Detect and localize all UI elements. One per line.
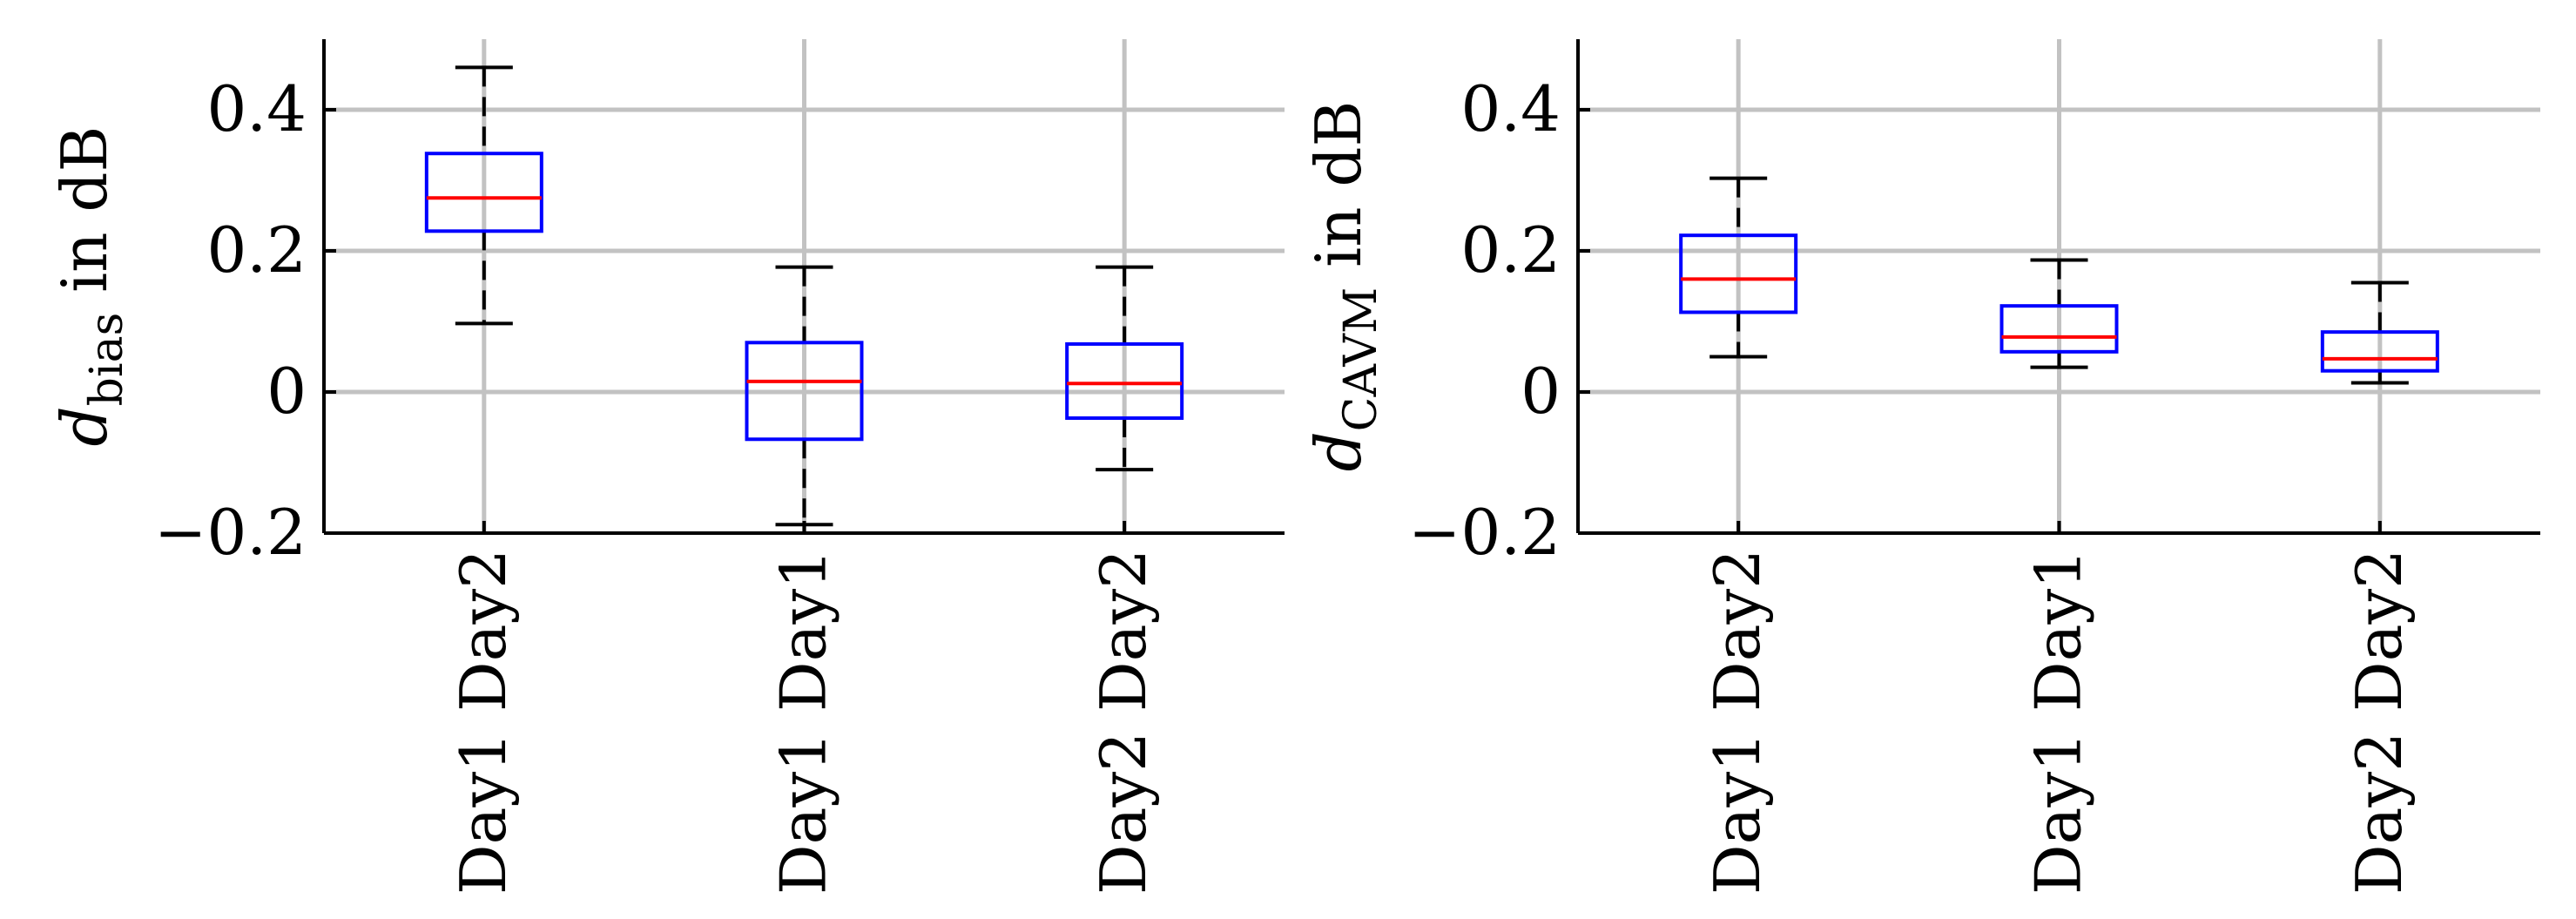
iqr-box [1999, 304, 2119, 354]
y-tick-label: 0 [1521, 355, 1561, 428]
y-axis-label: dbias in dB [48, 126, 133, 447]
x-category-label: Day1 Day1 [767, 549, 840, 895]
iqr-box [1065, 341, 1184, 420]
box-plot-3 [2320, 280, 2439, 385]
box-plot-2 [1999, 258, 2119, 369]
box-plot-1 [424, 65, 543, 326]
iqr-box [424, 152, 543, 233]
y-tick-label: −0.2 [1408, 496, 1561, 569]
x-category-label: Day1 Day2 [1701, 549, 1774, 895]
box-plot-3 [1065, 265, 1184, 472]
x-category-label: Day1 Day1 [2022, 549, 2095, 895]
panel-1: −0.2 0 0.2 0.4 Day1 Day2 Day1 Day1 Day2 Day2 db… [48, 39, 1285, 895]
iqr-box [1679, 233, 1798, 314]
y-axis-label-subscript: CAVM [1335, 287, 1387, 432]
panel-2: −0.2 0 0.2 0.4 Day1 Day2 Day1 Day1 Day2 Day2 dC… [1302, 39, 2540, 895]
y-tick-label: 0.2 [1460, 213, 1561, 287]
y-tick-label: 0 [266, 355, 307, 428]
y-axis-label-unit: in dB [1302, 101, 1375, 287]
x-category-label: Day2 Day2 [1087, 549, 1160, 895]
y-axis-label: dCAVM in dB [1302, 101, 1387, 472]
x-category-label: Day2 Day2 [2343, 549, 2416, 895]
y-axis-label-unit: in dB [48, 126, 121, 313]
y-tick-label: −0.2 [154, 496, 307, 569]
iqr-box [2320, 330, 2439, 373]
y-tick-label: 0.2 [206, 213, 307, 287]
box-plot-2 [745, 265, 864, 527]
y-axis-label-symbol: d [48, 406, 121, 446]
y-axis-label-subscript: bias [81, 313, 133, 407]
iqr-box [745, 341, 864, 442]
x-category-label: Day1 Day2 [447, 549, 520, 895]
y-tick-label: 0.4 [1460, 72, 1561, 145]
y-tick-label: 0.4 [206, 72, 307, 145]
box-plot-1 [1679, 176, 1798, 359]
y-axis-label-symbol: d [1302, 431, 1375, 471]
